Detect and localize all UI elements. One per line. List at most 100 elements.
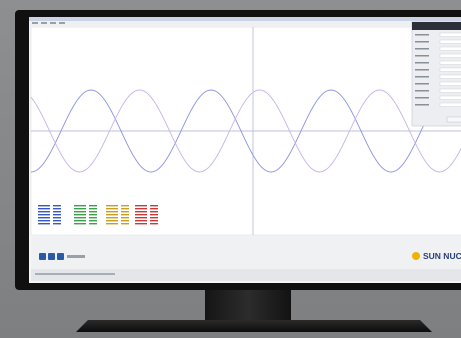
legend-line xyxy=(150,214,158,216)
field-label xyxy=(415,41,429,43)
field-label xyxy=(415,55,429,57)
waveform xyxy=(30,89,461,173)
legend-line xyxy=(106,211,118,213)
legend-line xyxy=(74,214,86,216)
field-label xyxy=(415,83,429,85)
legend-line xyxy=(106,208,118,210)
legend-line xyxy=(106,223,118,225)
field-input xyxy=(439,32,461,37)
field-label xyxy=(415,48,429,50)
legend-line xyxy=(38,220,50,222)
legend-line xyxy=(74,208,86,210)
field-label xyxy=(415,62,429,64)
legend-line xyxy=(53,214,61,216)
legend-line xyxy=(74,223,86,225)
legend-line xyxy=(53,208,61,210)
legend-line xyxy=(38,214,50,216)
legend-line xyxy=(106,220,118,222)
legend-line xyxy=(89,223,97,225)
field-label xyxy=(415,76,429,78)
legend-line xyxy=(121,214,129,216)
legend-line xyxy=(135,208,147,210)
legend-line xyxy=(38,211,50,213)
legend-line xyxy=(150,220,158,222)
legend-line xyxy=(89,220,97,222)
legend-line xyxy=(53,220,61,222)
legend-line xyxy=(150,223,158,225)
dialog-button[interactable] xyxy=(446,116,461,123)
menu-item[interactable] xyxy=(41,22,47,24)
field-input xyxy=(439,67,461,72)
legend-line xyxy=(106,214,118,216)
legend-line xyxy=(74,217,86,219)
dialog-fields xyxy=(415,32,461,107)
field-input xyxy=(439,74,461,79)
field-label xyxy=(415,90,429,92)
legend-line xyxy=(38,208,50,210)
toolbar-control[interactable] xyxy=(67,255,85,258)
title-bar xyxy=(29,17,461,21)
waveform xyxy=(30,89,461,173)
legend-line xyxy=(135,205,147,207)
field-input xyxy=(439,39,461,44)
field-input xyxy=(439,88,461,93)
legend-line xyxy=(150,211,158,213)
monitor-base xyxy=(76,320,432,332)
legend-line xyxy=(89,217,97,219)
settings-dialog xyxy=(411,21,461,127)
field-label xyxy=(415,104,429,106)
play-button[interactable] xyxy=(39,253,46,260)
legend-line xyxy=(53,217,61,219)
legend-line xyxy=(135,223,147,225)
status-text xyxy=(35,273,115,275)
toolbar xyxy=(31,236,461,269)
field-input xyxy=(439,102,461,107)
legend-line xyxy=(89,214,97,216)
legend-line xyxy=(89,211,97,213)
brand-name: SUN NUCLEA xyxy=(423,251,461,261)
legend-line xyxy=(135,220,147,222)
legend-line xyxy=(121,205,129,207)
legend-line xyxy=(106,205,118,207)
legend-line xyxy=(121,223,129,225)
menu-item[interactable] xyxy=(32,22,38,24)
field-input xyxy=(439,53,461,58)
legend-line xyxy=(121,217,129,219)
legend-line xyxy=(121,220,129,222)
legend-line xyxy=(121,211,129,213)
legend-line xyxy=(135,211,147,213)
menu-bar xyxy=(29,21,461,26)
record-button[interactable] xyxy=(57,253,64,260)
legend-line xyxy=(74,205,86,207)
brand-logo xyxy=(412,252,420,260)
dialog-header xyxy=(412,22,461,30)
legend xyxy=(38,205,158,225)
field-input xyxy=(439,60,461,65)
legend-line xyxy=(135,214,147,216)
legend-line xyxy=(106,217,118,219)
menu-item[interactable] xyxy=(50,22,56,24)
legend-line xyxy=(89,208,97,210)
legend-line xyxy=(121,208,129,210)
field-label xyxy=(415,97,429,99)
field-input xyxy=(439,46,461,51)
legend-line xyxy=(74,220,86,222)
menu-item[interactable] xyxy=(59,22,65,24)
legend-line xyxy=(74,211,86,213)
field-input xyxy=(439,81,461,86)
legend-line xyxy=(53,223,61,225)
legend-line xyxy=(150,205,158,207)
legend-line xyxy=(89,205,97,207)
field-label xyxy=(415,69,429,71)
status-bar xyxy=(31,269,461,281)
stop-button[interactable] xyxy=(48,253,55,260)
field-label xyxy=(415,34,429,36)
legend-line xyxy=(38,223,50,225)
legend-line xyxy=(53,205,61,207)
legend-line xyxy=(53,211,61,213)
legend-line xyxy=(38,205,50,207)
legend-line xyxy=(150,208,158,210)
legend-line xyxy=(135,217,147,219)
